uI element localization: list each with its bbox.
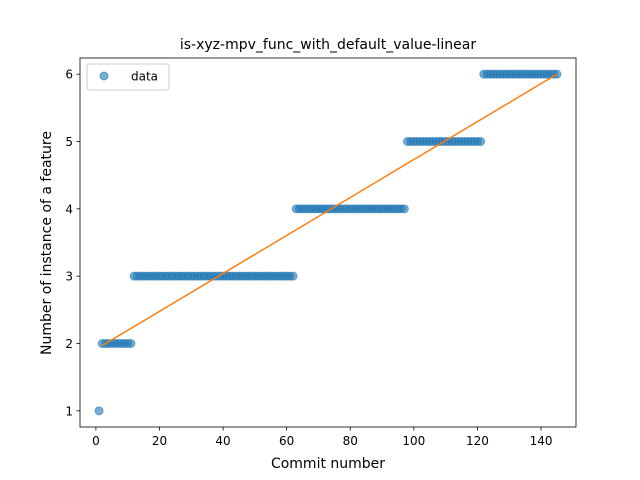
x-axis-label: Commit number (271, 456, 385, 472)
fit-line (101, 73, 558, 347)
x-tick-label: 40 (215, 434, 230, 448)
legend-marker (99, 71, 109, 81)
x-axis: 0 20 40 60 80 100 120 140 (92, 427, 552, 448)
legend: data (86, 63, 170, 91)
chart-title: is-xyz-mpv_func_with_default_value-linea… (180, 37, 476, 53)
y-tick-label: 5 (65, 135, 73, 149)
legend-box (86, 63, 170, 91)
data-point (288, 271, 298, 281)
data-point (476, 136, 486, 146)
x-tick-label: 80 (343, 434, 358, 448)
x-tick-label: 100 (402, 434, 425, 448)
legend-label: data (131, 70, 158, 84)
plot-area (94, 69, 562, 416)
y-axis-label: Number of instance of a feature (39, 131, 55, 355)
y-tick-label: 6 (65, 68, 73, 82)
x-tick-label: 60 (279, 434, 294, 448)
x-tick-label: 120 (466, 434, 489, 448)
y-axis: 1 2 3 4 5 6 (65, 68, 80, 418)
x-tick-label: 20 (152, 434, 167, 448)
data-point (94, 406, 104, 416)
data-point (126, 339, 136, 349)
y-tick-label: 2 (65, 337, 73, 351)
x-tick-label: 140 (530, 434, 553, 448)
x-tick-label: 0 (92, 434, 100, 448)
y-tick-label: 3 (65, 270, 73, 284)
y-tick-label: 4 (65, 202, 73, 216)
data-point (399, 204, 409, 214)
y-tick-label: 1 (65, 404, 73, 418)
plot-frame (79, 57, 577, 428)
